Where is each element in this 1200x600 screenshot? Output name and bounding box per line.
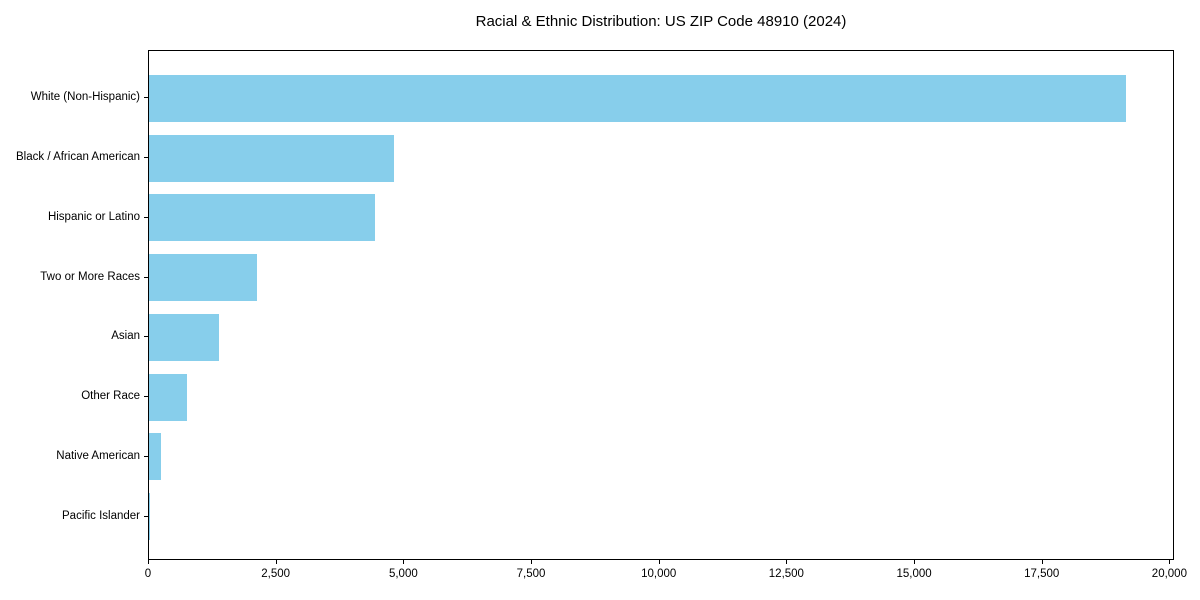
y-category-label: Black / African American: [16, 151, 140, 164]
x-tick-mark: [403, 560, 405, 564]
x-tick-label: 5,000: [388, 568, 418, 580]
x-tick-mark: [1041, 560, 1043, 564]
y-category-label: Hispanic or Latino: [47, 210, 140, 223]
bar-black-african-american: [149, 134, 395, 182]
bar-white-non-hispanic: [149, 74, 1127, 122]
bar-asian: [149, 313, 219, 361]
y-tick-mark: [144, 97, 148, 99]
chart-title: Racial & Ethnic Distribution: US ZIP Cod…: [475, 13, 847, 30]
x-tick-label: 17,500: [1024, 568, 1060, 580]
x-tick-mark: [531, 560, 533, 564]
x-tick-mark: [658, 560, 660, 564]
y-tick-mark: [144, 455, 148, 457]
x-tick-label: 20,000: [1151, 568, 1187, 580]
x-tick-label: 12,500: [768, 568, 804, 580]
bar-pacific-islander: [149, 493, 150, 541]
y-category-label: Asian: [111, 330, 140, 343]
y-tick-mark: [144, 336, 148, 338]
y-tick-mark: [144, 515, 148, 517]
bar-two-or-more-races: [149, 254, 257, 302]
x-tick-mark: [786, 560, 788, 564]
bar-other-race: [149, 373, 188, 421]
y-category-label: Two or More Races: [40, 270, 140, 283]
x-tick-mark: [148, 560, 149, 564]
y-tick-mark: [144, 157, 148, 159]
y-category-label: Other Race: [81, 390, 140, 403]
x-tick-label: 15,000: [896, 568, 932, 580]
y-tick-mark: [144, 276, 148, 278]
x-tick-label: 0: [144, 568, 152, 580]
y-category-label: Native American: [56, 449, 140, 462]
x-tick-mark: [1169, 560, 1171, 564]
y-category-label: Pacific Islander: [62, 509, 140, 522]
y-tick-mark: [144, 216, 148, 218]
bar-native-american: [149, 433, 161, 481]
x-tick-mark: [914, 560, 916, 564]
plot-area: [148, 50, 1174, 560]
x-tick-label: 7,500: [516, 568, 546, 580]
x-tick-label: 2,500: [261, 568, 291, 580]
x-tick-label: 10,000: [641, 568, 677, 580]
y-category-label: White (Non-Hispanic): [30, 91, 140, 104]
x-tick-mark: [275, 560, 277, 564]
y-tick-mark: [144, 396, 148, 398]
bar-hispanic-or-latino: [149, 194, 375, 242]
